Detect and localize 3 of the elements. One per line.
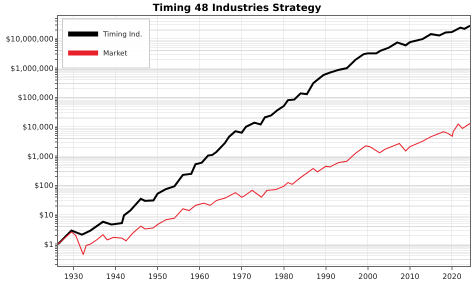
chart-title: Timing 48 Industries Strategy [152, 3, 322, 14]
line-series [58, 24, 470, 246]
line-series [58, 122, 470, 256]
